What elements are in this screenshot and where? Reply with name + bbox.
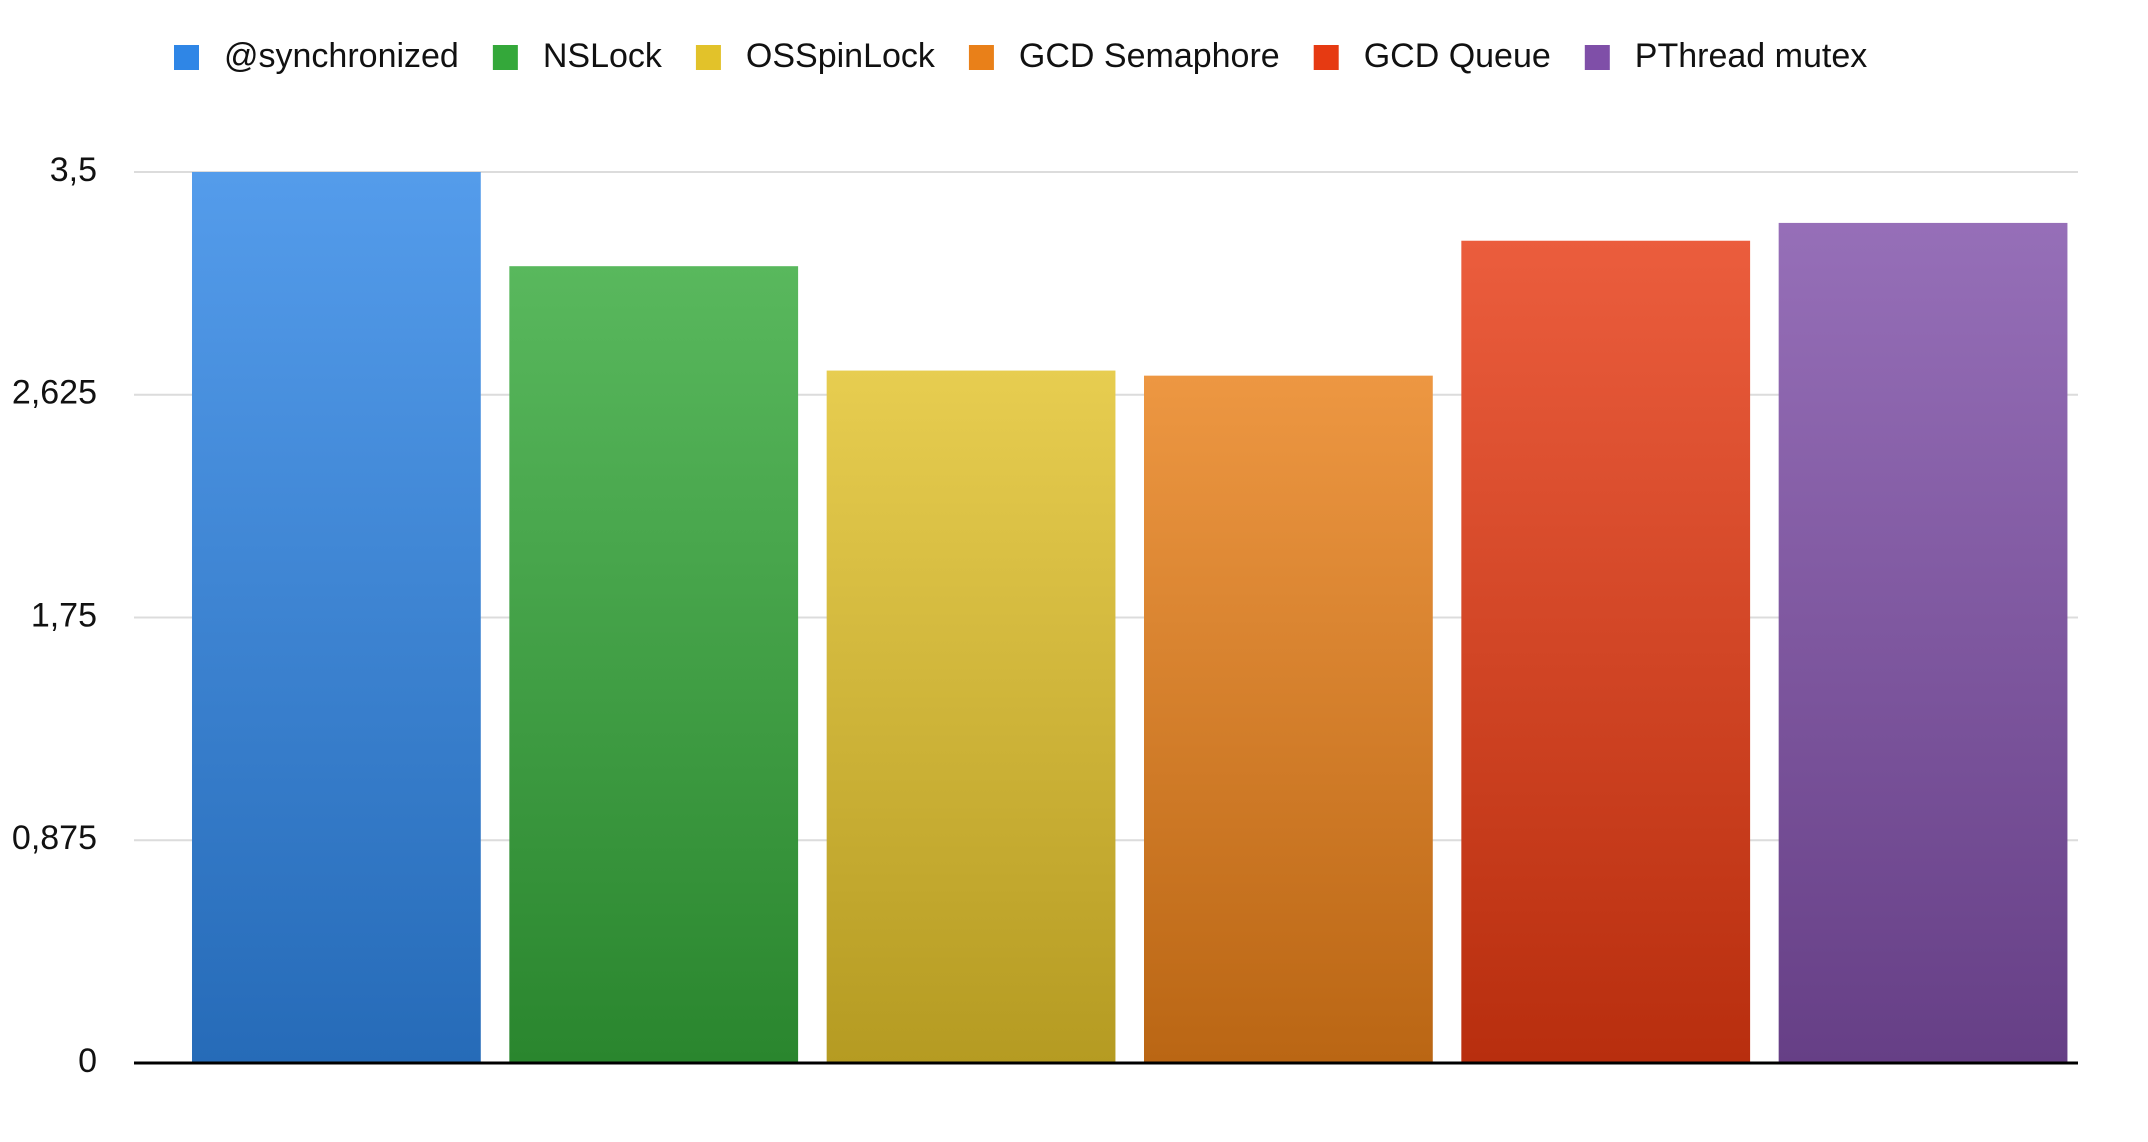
legend-swatch xyxy=(968,45,994,70)
y-tick-label: 0 xyxy=(78,1042,97,1080)
bar xyxy=(1778,222,2068,1063)
legend-label: @synchronized xyxy=(224,37,459,75)
legend-swatch xyxy=(174,45,199,70)
legend-label: GCD Queue xyxy=(1364,37,1551,75)
legend-swatch xyxy=(492,45,518,70)
bar xyxy=(509,266,799,1064)
legend-swatch xyxy=(1584,45,1610,70)
legend-swatch xyxy=(1313,45,1339,70)
y-tick-label: 0,875 xyxy=(12,819,97,857)
legend-swatch xyxy=(695,45,721,70)
y-tick-label: 1,75 xyxy=(31,596,97,634)
bar xyxy=(826,370,1116,1064)
bar xyxy=(1461,240,1751,1064)
legend-label: GCD Semaphore xyxy=(1019,37,1280,75)
legend-label: OSSpinLock xyxy=(746,37,936,75)
y-tick-label: 2,625 xyxy=(12,374,97,412)
bar xyxy=(192,172,481,1063)
y-tick-label: 3,5 xyxy=(50,151,97,189)
legend-label: NSLock xyxy=(543,37,663,75)
legend-label: PThread mutex xyxy=(1635,37,1867,75)
bar xyxy=(1144,375,1433,1064)
